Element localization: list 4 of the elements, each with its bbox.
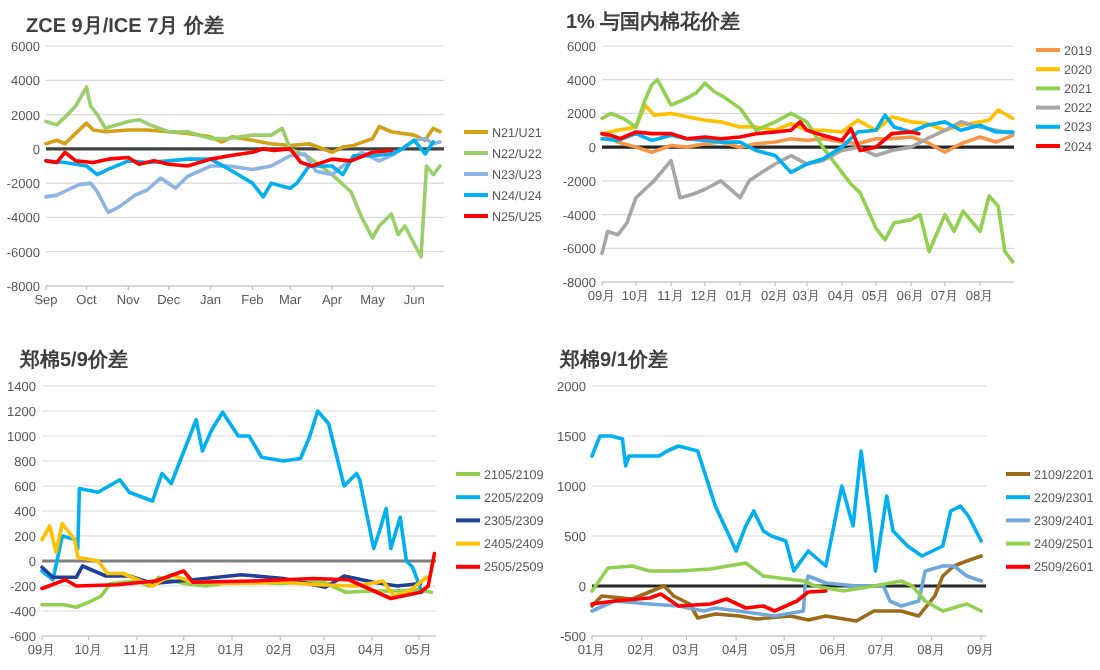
chart-title: 郑棉5/9价差 <box>18 348 128 372</box>
chart-title: 郑棉9/1价差 <box>558 348 668 372</box>
chart-title: 1% 与国内棉花价差 <box>566 10 741 34</box>
chart-title: ZCE 9月/ICE 7月 价差 <box>26 14 224 38</box>
